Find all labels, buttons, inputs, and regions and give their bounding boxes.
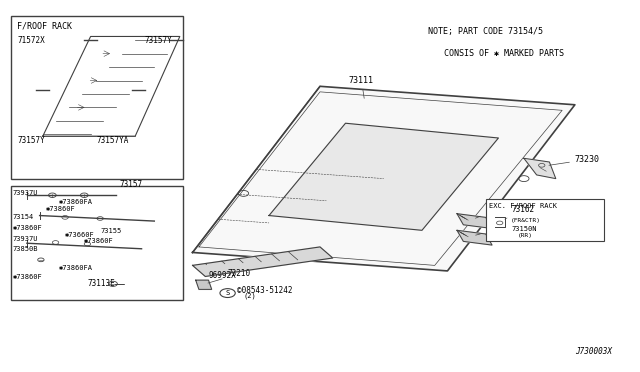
Text: 73113E: 73113E: [88, 279, 115, 288]
Text: 71572X: 71572X: [17, 36, 45, 45]
Text: J730003X: J730003X: [575, 347, 612, 356]
Text: 73162: 73162: [505, 205, 534, 219]
Bar: [11, 16, 183, 179]
Text: 73157Y: 73157Y: [145, 36, 173, 45]
Text: 73222: 73222: [476, 205, 509, 218]
Text: ✱73860F: ✱73860F: [46, 206, 76, 212]
Text: ✱73860FA: ✱73860FA: [59, 265, 93, 272]
Polygon shape: [524, 158, 556, 179]
Text: (FR&CTR): (FR&CTR): [511, 218, 541, 223]
Text: 73154: 73154: [13, 214, 34, 220]
Text: 73157Y: 73157Y: [17, 136, 45, 145]
Text: F/ROOF RACK: F/ROOF RACK: [17, 22, 72, 31]
Text: 73111: 73111: [349, 76, 374, 98]
Text: (2): (2): [244, 293, 256, 299]
Text: ✱73660F: ✱73660F: [65, 232, 95, 238]
Text: 73210: 73210: [208, 269, 251, 283]
Text: 73937U: 73937U: [13, 236, 38, 242]
Polygon shape: [457, 230, 492, 245]
Text: 73850B: 73850B: [13, 246, 38, 252]
Text: ✱73860F: ✱73860F: [13, 225, 43, 231]
Text: 73157YA: 73157YA: [97, 136, 129, 145]
Text: 73155: 73155: [100, 228, 122, 234]
Text: NOTE; PART CODE 73154/5: NOTE; PART CODE 73154/5: [428, 27, 543, 36]
Text: 73937U: 73937U: [13, 190, 38, 196]
Text: ✱73860F: ✱73860F: [84, 238, 114, 244]
Text: (RR): (RR): [518, 233, 532, 238]
Text: ©08543-51242: ©08543-51242: [237, 286, 292, 295]
Text: 96992X: 96992X: [209, 271, 236, 280]
Polygon shape: [193, 247, 333, 276]
Text: 73157: 73157: [119, 180, 142, 189]
Polygon shape: [196, 280, 212, 289]
Polygon shape: [193, 86, 575, 271]
Text: 73150N: 73150N: [511, 225, 537, 231]
Text: ✱73860F: ✱73860F: [13, 274, 43, 280]
Text: 73222: 73222: [476, 225, 509, 235]
Polygon shape: [269, 123, 499, 230]
Polygon shape: [457, 214, 492, 228]
Bar: [11, 186, 183, 301]
Text: 73230: 73230: [549, 155, 600, 165]
Text: EXC. F/ROOF RACK: EXC. F/ROOF RACK: [489, 203, 557, 209]
Text: CONSIS OF ✱ MARKED PARTS: CONSIS OF ✱ MARKED PARTS: [444, 49, 564, 58]
Text: S: S: [225, 290, 230, 296]
Text: ✱73860FA: ✱73860FA: [59, 199, 93, 205]
Bar: [486, 199, 604, 241]
